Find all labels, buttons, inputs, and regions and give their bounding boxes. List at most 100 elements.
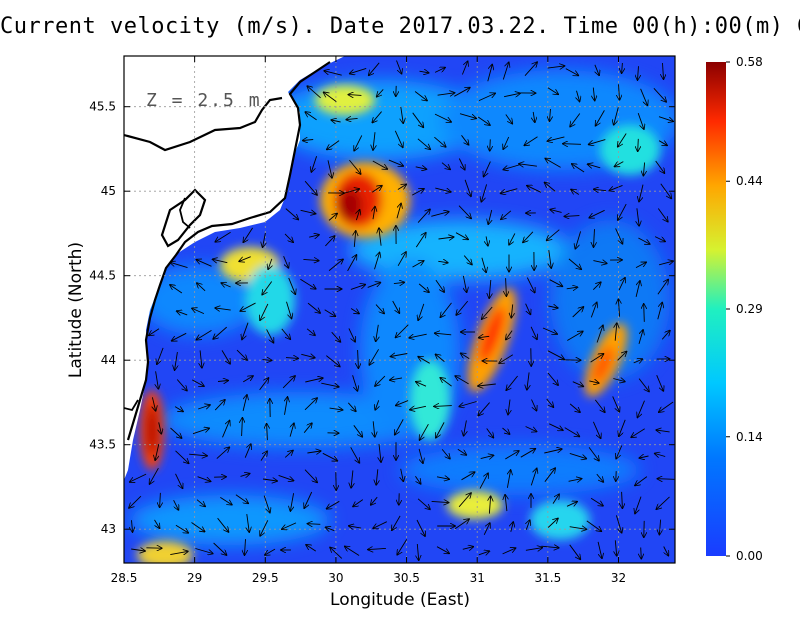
velocity-arrow [191,522,205,532]
velocity-arrow [635,262,646,268]
velocity-arrow [461,62,467,75]
velocity-arrow [577,90,580,102]
velocity-arrow [367,283,381,288]
velocity-arrow [197,330,212,339]
velocity-arrow [596,473,603,482]
velocity-arrow [172,332,187,340]
velocity-arrow [195,548,212,554]
velocity-arrow [546,398,554,407]
velocity-arrow [417,209,430,223]
velocity-arrow [414,91,427,101]
velocity-arrow [369,349,379,364]
velocity-arrow [568,258,581,269]
velocity-arrow [635,281,640,298]
velocity-arrow [410,406,426,409]
velocity-arrow [305,378,322,383]
velocity-arrow [638,237,649,244]
velocity-arrow [397,185,406,190]
velocity-arrow [347,402,355,411]
velocity-arrow [594,399,604,412]
velocity-arrow [217,517,229,532]
velocity-arrow [286,301,292,319]
velocity-arrow [177,311,188,315]
velocity-arrow [640,456,649,458]
velocity-arrow [589,381,598,383]
velocity-arrow [373,207,375,220]
y-tick-label: 43.5 [89,438,116,452]
velocity-arrow [435,279,444,292]
velocity-arrow [358,349,359,368]
velocity-arrow [131,549,145,551]
velocity-arrow [306,545,317,552]
y-tick-label: 45.5 [89,100,116,114]
velocity-arrow [262,360,272,361]
velocity-arrow [154,519,160,528]
velocity-arrow [615,515,621,532]
velocity-arrow [328,259,343,271]
velocity-arrow [331,331,341,342]
velocity-vectors [129,61,674,561]
velocity-arrow [375,375,386,386]
velocity-arrow [488,209,491,224]
velocity-arrow [597,541,602,558]
velocity-arrow [300,278,315,289]
velocity-arrow [455,376,469,385]
velocity-arrow [376,324,379,341]
velocity-arrow [461,353,470,359]
velocity-arrow [213,542,227,555]
velocity-arrow [284,233,293,242]
velocity-arrow [490,139,491,150]
velocity-arrow [590,303,596,318]
velocity-arrow [618,278,625,291]
velocity-arrow [502,63,508,80]
velocity-arrow [434,68,445,73]
velocity-arrow [290,423,294,437]
velocity-arrow [592,282,600,291]
velocity-arrow [455,232,468,240]
velocity-arrow [542,327,557,334]
velocity-arrow [548,306,557,308]
velocity-arrow [544,449,561,454]
velocity-arrow [197,283,206,292]
velocity-arrow [418,448,423,463]
velocity-arrow [305,112,317,121]
velocity-arrow [236,349,247,360]
velocity-arrow [349,526,362,528]
velocity-arrow [351,470,353,487]
velocity-arrow [326,527,335,530]
velocity-arrow [328,214,337,221]
velocity-arrow [505,114,512,124]
velocity-arrow [484,161,491,177]
velocity-arrow [170,427,182,438]
y-axis-ticks: 43 43.5 44 44.5 45 45.5 [89,100,675,536]
velocity-arrow [301,354,314,357]
velocity-arrow [477,116,490,125]
velocity-arrow [197,476,211,482]
velocity-arrow [266,329,274,342]
velocity-arrow [303,259,318,260]
velocity-arrow [525,548,542,551]
velocity-arrow [549,250,551,268]
velocity-arrow [638,378,649,392]
velocity-arrow [221,283,231,287]
velocity-arrow [307,302,320,313]
velocity-arrow [397,252,406,267]
colorbar-tick-label: 0.29 [736,302,763,316]
velocity-arrow [572,381,583,387]
velocity-arrow [616,445,623,459]
velocity-arrow [658,261,673,265]
velocity-arrow [564,427,580,437]
velocity-arrow [281,328,290,339]
velocity-arrow [304,469,317,483]
velocity-arrow [417,498,430,509]
velocity-arrow [217,381,228,382]
velocity-arrow [659,401,674,412]
velocity-arrow [330,548,343,559]
velocity-arrow [519,164,537,166]
velocity-arrow [434,136,445,147]
velocity-arrow [436,477,449,479]
velocity-arrow [575,231,582,248]
velocity-arrow [549,423,562,430]
velocity-arrow [267,424,268,441]
velocity-arrow [656,430,670,432]
